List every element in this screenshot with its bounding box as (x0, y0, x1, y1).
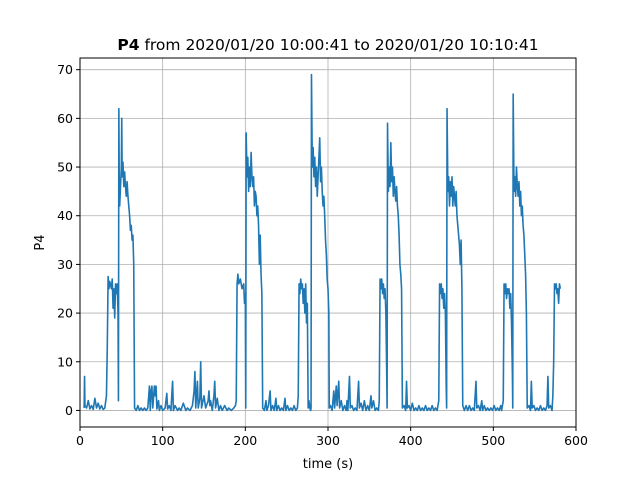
x-tick-label: 0 (76, 433, 84, 448)
axis-ticks: 0 100 200 300 400 500 600 0 10 20 30 40 50 60 70 (57, 62, 588, 448)
x-tick-label: 500 (481, 433, 505, 448)
chart-title-rest: from 2020/01/20 10:00:41 to 2020/01/20 1… (140, 36, 539, 54)
x-tick-label: 300 (316, 433, 340, 448)
chart-title: P4 from 2020/01/20 10:00:41 to 2020/01/2… (117, 36, 538, 54)
x-tick-label: 400 (399, 433, 423, 448)
y-tick-label: 10 (57, 354, 73, 369)
x-tick-label: 100 (151, 433, 175, 448)
series-line (83, 73, 562, 412)
series-layer (83, 73, 562, 412)
y-tick-label: 30 (57, 257, 73, 272)
x-tick-label: 600 (564, 433, 588, 448)
x-tick-label: 200 (233, 433, 257, 448)
x-axis-label: time (s) (303, 457, 353, 472)
y-tick-label: 70 (57, 62, 73, 77)
y-tick-label: 0 (65, 403, 73, 418)
y-tick-label: 40 (57, 208, 73, 223)
chart-title-bold: P4 (117, 36, 139, 54)
y-axis-label: P4 (33, 234, 48, 250)
y-tick-label: 50 (57, 160, 73, 175)
y-tick-label: 20 (57, 306, 73, 321)
y-tick-label: 60 (57, 111, 73, 126)
